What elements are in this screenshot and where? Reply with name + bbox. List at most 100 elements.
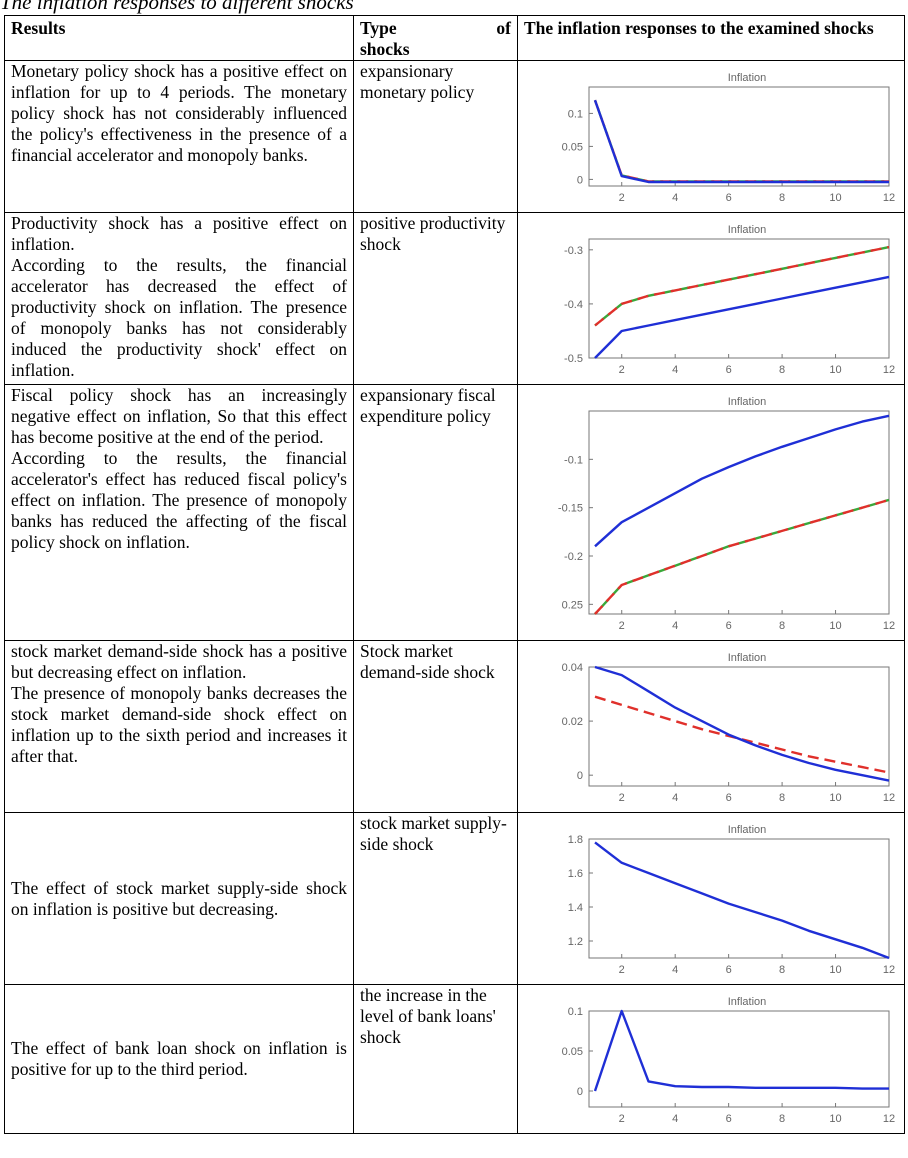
results-text: According to the results, the financial … [11, 255, 347, 380]
plot-title: Inflation [728, 996, 767, 1008]
x-tick-label: 12 [883, 1113, 895, 1125]
series-line-dash-green [593, 99, 889, 183]
y-tick-label: -0.5 [564, 353, 583, 365]
results-cell: stock market demand-side shock has a pos… [4, 640, 354, 813]
x-tick-label: 8 [779, 364, 785, 376]
results-text: Monetary policy shock has a positive eff… [11, 61, 347, 165]
plot-title: Inflation [728, 824, 767, 836]
x-tick-label: 4 [672, 792, 678, 804]
results-text: Productivity shock has a positive effect… [11, 213, 347, 254]
x-tick-label: 4 [672, 364, 678, 376]
shock-type-cell: positive productivity shock [353, 212, 518, 385]
results-text: The effect of stock market supply-side s… [11, 877, 347, 919]
table-row: Monetary policy shock has a positive eff… [4, 60, 905, 213]
y-tick-label: 0 [577, 770, 583, 782]
header-type: Type of shocks [353, 15, 518, 61]
x-tick-label: 10 [829, 620, 841, 632]
inflation-plot-5: Inflation 1.2 1.4 1.6 1.8 2 4 6 8 10 12 [568, 824, 895, 976]
results-cell: The effect of stock market supply-side s… [4, 812, 354, 985]
shock-type-cell: the increase in the level of bank loans'… [353, 984, 518, 1134]
x-tick-label: 2 [619, 964, 625, 976]
x-tick-label: 12 [883, 364, 895, 376]
y-tick-label: 0.25 [562, 599, 583, 611]
series-line-dash-green [594, 498, 890, 615]
shock-type-cell: Stock market demand-side shock [353, 640, 518, 813]
results-text: The presence of monopoly banks decreases… [11, 683, 347, 766]
series-line-dash-red [594, 245, 890, 327]
y-tick-label: -0.1 [564, 454, 583, 466]
y-tick-label: 0.04 [562, 662, 583, 674]
table-row: The effect of stock market supply-side s… [4, 812, 905, 985]
x-tick-label: 10 [829, 1113, 841, 1125]
series-line-dash-red [593, 99, 889, 183]
y-tick-label: -0.2 [564, 551, 583, 563]
y-tick-label: 0.1 [568, 108, 583, 120]
header-type-word1: Type [360, 18, 397, 38]
table-row: stock market demand-side shock has a pos… [4, 640, 905, 813]
inflation-plot-6: Inflation 0 0.05 0.1 2 4 6 8 10 12 [562, 996, 896, 1125]
x-tick-label: 2 [619, 1113, 625, 1125]
plot-cell: Inflation 0 0.02 0.04 2 4 6 8 10 12 [517, 640, 905, 813]
x-tick-label: 2 [619, 620, 625, 632]
plot-title: Inflation [728, 396, 767, 408]
plot-title: Inflation [728, 224, 767, 236]
x-tick-label: 6 [726, 192, 732, 204]
series-line-dash-red [594, 695, 890, 774]
x-tick-label: 8 [779, 192, 785, 204]
plot-frame [588, 1010, 890, 1108]
y-tick-label: 0.05 [562, 141, 583, 153]
y-tick-label: -0.15 [558, 503, 583, 515]
x-tick-label: 6 [726, 620, 732, 632]
shock-type-cell: expansionary monetary policy [353, 60, 518, 213]
y-tick-label: 0 [577, 174, 583, 186]
results-cell: Fiscal policy shock has an increasingly … [4, 384, 354, 641]
x-tick-label: 12 [883, 792, 895, 804]
series-line-solid [594, 414, 890, 548]
y-tick-label: 1.6 [568, 868, 583, 880]
plot-frame [588, 410, 890, 615]
inflation-plot-1: Inflation 0 0.05 0.1 2 4 6 8 10 12 [562, 72, 896, 204]
header-results: Results [4, 15, 354, 61]
header-type-word2: of [496, 18, 511, 38]
plot-cell: Inflation 0 0.05 0.1 2 4 6 8 10 12 [517, 60, 905, 213]
x-tick-label: 12 [883, 964, 895, 976]
x-tick-label: 4 [672, 964, 678, 976]
y-tick-label: -0.4 [564, 299, 583, 311]
results-text: stock market demand-side shock has a pos… [11, 641, 347, 682]
results-text: The effect of bank loan shock on inflati… [11, 1038, 347, 1079]
y-tick-label: 0 [577, 1086, 583, 1098]
x-tick-label: 12 [883, 620, 895, 632]
series-line-solid [594, 841, 890, 960]
series-line-solid [593, 1009, 889, 1092]
x-tick-label: 6 [726, 792, 732, 804]
plot-cell: Inflation 1.2 1.4 1.6 1.8 2 4 6 8 10 12 [517, 812, 905, 985]
plot-frame [588, 86, 890, 187]
plot-frame [588, 666, 890, 787]
y-tick-label: 1.2 [568, 936, 583, 948]
plot-frame [588, 838, 890, 959]
x-tick-label: 6 [726, 364, 732, 376]
series-line-solid [593, 99, 889, 184]
plot-title: Inflation [728, 72, 767, 84]
results-text: Fiscal policy shock has an increasingly … [11, 385, 347, 447]
y-tick-label: 0.02 [562, 716, 583, 728]
shock-type-cell: expansionary fiscal expenditure policy [353, 384, 518, 641]
inflation-responses-table: Results Type of shocks The inflation resp… [4, 15, 905, 1134]
x-tick-label: 4 [672, 192, 678, 204]
x-tick-label: 2 [619, 192, 625, 204]
plot-cell: Inflation 0 0.05 0.1 2 4 6 8 10 12 [517, 984, 905, 1134]
results-cell: Monetary policy shock has a positive eff… [4, 60, 354, 213]
x-tick-label: 10 [829, 964, 841, 976]
series-line-solid [594, 275, 890, 359]
x-tick-label: 4 [672, 620, 678, 632]
y-tick-label: -0.3 [564, 245, 583, 257]
y-tick-label: 1.8 [568, 834, 583, 846]
x-tick-label: 10 [829, 792, 841, 804]
y-tick-label: 0.1 [568, 1006, 583, 1018]
plot-title: Inflation [728, 652, 767, 664]
table-row: Fiscal policy shock has an increasingly … [4, 384, 905, 641]
plot-frame [588, 238, 890, 359]
header-row: Results Type of shocks The inflation resp… [4, 15, 905, 61]
table-row: The effect of bank loan shock on inflati… [4, 984, 905, 1134]
results-cell: Productivity shock has a positive effect… [4, 212, 354, 385]
